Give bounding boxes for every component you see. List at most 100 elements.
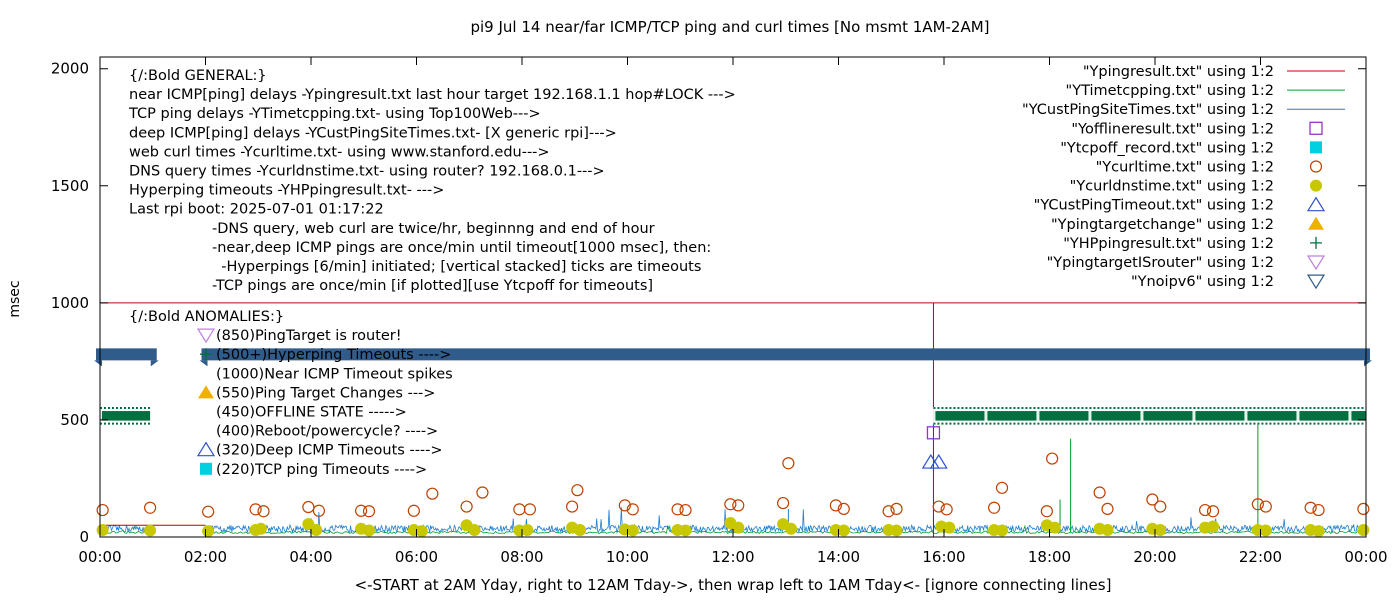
- curl-point: [1357, 502, 1370, 516]
- curl-point: [890, 502, 903, 516]
- curl-point: [566, 500, 579, 513]
- dns-point: [1048, 521, 1061, 534]
- curl-point: [671, 503, 684, 516]
- dns-point: [626, 524, 639, 537]
- curl-point: [882, 505, 895, 518]
- curl-point: [1154, 500, 1167, 513]
- curl-point: [1046, 452, 1059, 465]
- dns-point: [96, 523, 109, 536]
- legend-label: "YTimetcpping.txt" using 1:2: [1066, 83, 1274, 99]
- curl-point: [1206, 505, 1220, 518]
- legend-label: "Ytcpoff_record.txt" using 1:2: [1060, 140, 1274, 156]
- x-tick-label: 18:00: [1028, 548, 1071, 566]
- x-axis-label: <-START at 2AM Yday, right to 12AM Tday-…: [355, 576, 1112, 594]
- curl-point: [1101, 502, 1114, 516]
- legend-label: "YpingtargetISrouter" using 1:2: [1047, 255, 1274, 271]
- hyperping-gap: [1036, 407, 1040, 425]
- anomaly-annotation: (400)Reboot/powercycle? ---->: [216, 424, 438, 440]
- anomaly-annotation: (320)Deep ICMP Timeouts ---->: [216, 443, 443, 459]
- hyperping-band-ticks-1: [933, 407, 1366, 425]
- general-annotation: {/:Bold GENERAL:}: [129, 68, 267, 84]
- general-annotation: deep ICMP[ping] delays -YCustPingSiteTim…: [129, 125, 617, 141]
- legend: "Ypingresult.txt" using 1:2 "YTimetcpping…: [1022, 64, 1345, 290]
- x-tick-label: 08:00: [500, 548, 543, 566]
- hyperping-gap: [932, 407, 936, 425]
- general-annotation: DNS query times -Ycurldnstime.txt- using…: [129, 164, 605, 180]
- legend-symbol: [1310, 236, 1322, 249]
- anomaly-annotation: (220)TCP ping Timeouts ---->: [216, 462, 427, 478]
- anomaly-marker: [196, 328, 216, 344]
- curl-point: [679, 503, 692, 517]
- x-tick-label: 10:00: [606, 548, 649, 566]
- legend-label: "Ynoipv6" using 1:2: [1131, 274, 1274, 290]
- curl-point: [626, 503, 639, 516]
- noipv6-band-0: [96, 348, 157, 361]
- dns-point: [468, 523, 481, 536]
- dns-point: [1357, 523, 1370, 536]
- curl-point: [460, 500, 473, 513]
- anomaly-annotation: (500+)Hyperping Timeouts ---->: [216, 347, 451, 363]
- curl-point: [1040, 505, 1053, 518]
- curl-point: [312, 504, 326, 517]
- legend-label: "YCustPingTimeout.txt" using 1:2: [1034, 198, 1274, 214]
- trace-ytimetcpping: [99, 524, 1367, 535]
- general-annotation: TCP ping delays -YTimetcpping.txt- using…: [128, 106, 541, 122]
- curl-point: [144, 501, 157, 514]
- hyperping-band-0: [100, 411, 151, 421]
- x-tick-label: 06:00: [395, 548, 438, 566]
- x-tick-label: 00:00: [1344, 548, 1387, 566]
- hyperping-gap: [1192, 407, 1196, 425]
- hyperping-gap: [1348, 407, 1352, 425]
- y-tick-label: 500: [60, 411, 89, 429]
- curl-point: [302, 500, 315, 514]
- legend-symbol: [1309, 160, 1323, 173]
- legend-symbol: [1310, 141, 1322, 154]
- x-tick-label: 02:00: [184, 548, 227, 566]
- y-tick-label: 1000: [51, 294, 89, 312]
- noipv6-band-edge-1: [199, 360, 208, 367]
- legend-label: "Ycurltime.txt" using 1:2: [1096, 160, 1274, 176]
- note-annotation: -Hyperpings [6/min] initiated; [vertical…: [212, 259, 701, 275]
- chart-title: pi9 Jul 14 near/far ICMP/TCP ping and cu…: [470, 18, 989, 36]
- hyperping-gap: [984, 407, 988, 425]
- curl-point: [257, 505, 270, 518]
- dns-point: [837, 524, 850, 537]
- deep-timeout-point: [929, 453, 948, 469]
- hyperping-band-1: [933, 411, 1366, 421]
- dns-point: [310, 523, 323, 536]
- legend-label: "Yofflineresult.txt" using 1:2: [1071, 121, 1274, 137]
- dns-point: [996, 524, 1009, 537]
- curl-point: [1146, 493, 1159, 506]
- note-annotation: -DNS query, web curl are twice/hr, begin…: [212, 221, 655, 237]
- plot-frame: 0 500 1000 1500 2000 00:00 02:00 04:00 06:00 08:0…: [51, 56, 1388, 566]
- x-tick-label: 12:00: [711, 548, 754, 566]
- curl-point: [426, 487, 439, 500]
- dns-point: [732, 521, 745, 534]
- general-annotation: Hyperping timeouts -YHPpingresult.txt- -…: [129, 183, 444, 199]
- dns-point: [943, 521, 956, 534]
- curl-point: [96, 503, 109, 517]
- curl-point: [995, 481, 1009, 494]
- anomaly-annotation: (850)PingTarget is router!: [216, 328, 402, 344]
- dns-point: [363, 524, 376, 537]
- curl-point: [407, 504, 420, 517]
- curl-point: [732, 499, 745, 512]
- dns-point: [1312, 525, 1325, 538]
- dns-point: [202, 525, 215, 538]
- dns-point: [254, 522, 267, 535]
- curl-point: [1251, 498, 1264, 511]
- hyperping-gap: [1140, 407, 1144, 425]
- hyperping-band-ticks-0: [100, 407, 151, 425]
- curl-point: [618, 499, 631, 512]
- x-tick-label: 04:00: [289, 548, 332, 566]
- curl-point: [202, 505, 215, 518]
- dns-point: [1207, 520, 1220, 533]
- y-tick-label: 2000: [51, 60, 89, 78]
- legend-label: "Ycurldnstime.txt" using 1:2: [1070, 179, 1274, 195]
- curl-point: [724, 498, 737, 511]
- curl-point: [355, 504, 368, 517]
- noipv6-band-edge-r-0: [150, 360, 159, 367]
- dns-point: [144, 524, 157, 537]
- dns-point: [1154, 523, 1167, 536]
